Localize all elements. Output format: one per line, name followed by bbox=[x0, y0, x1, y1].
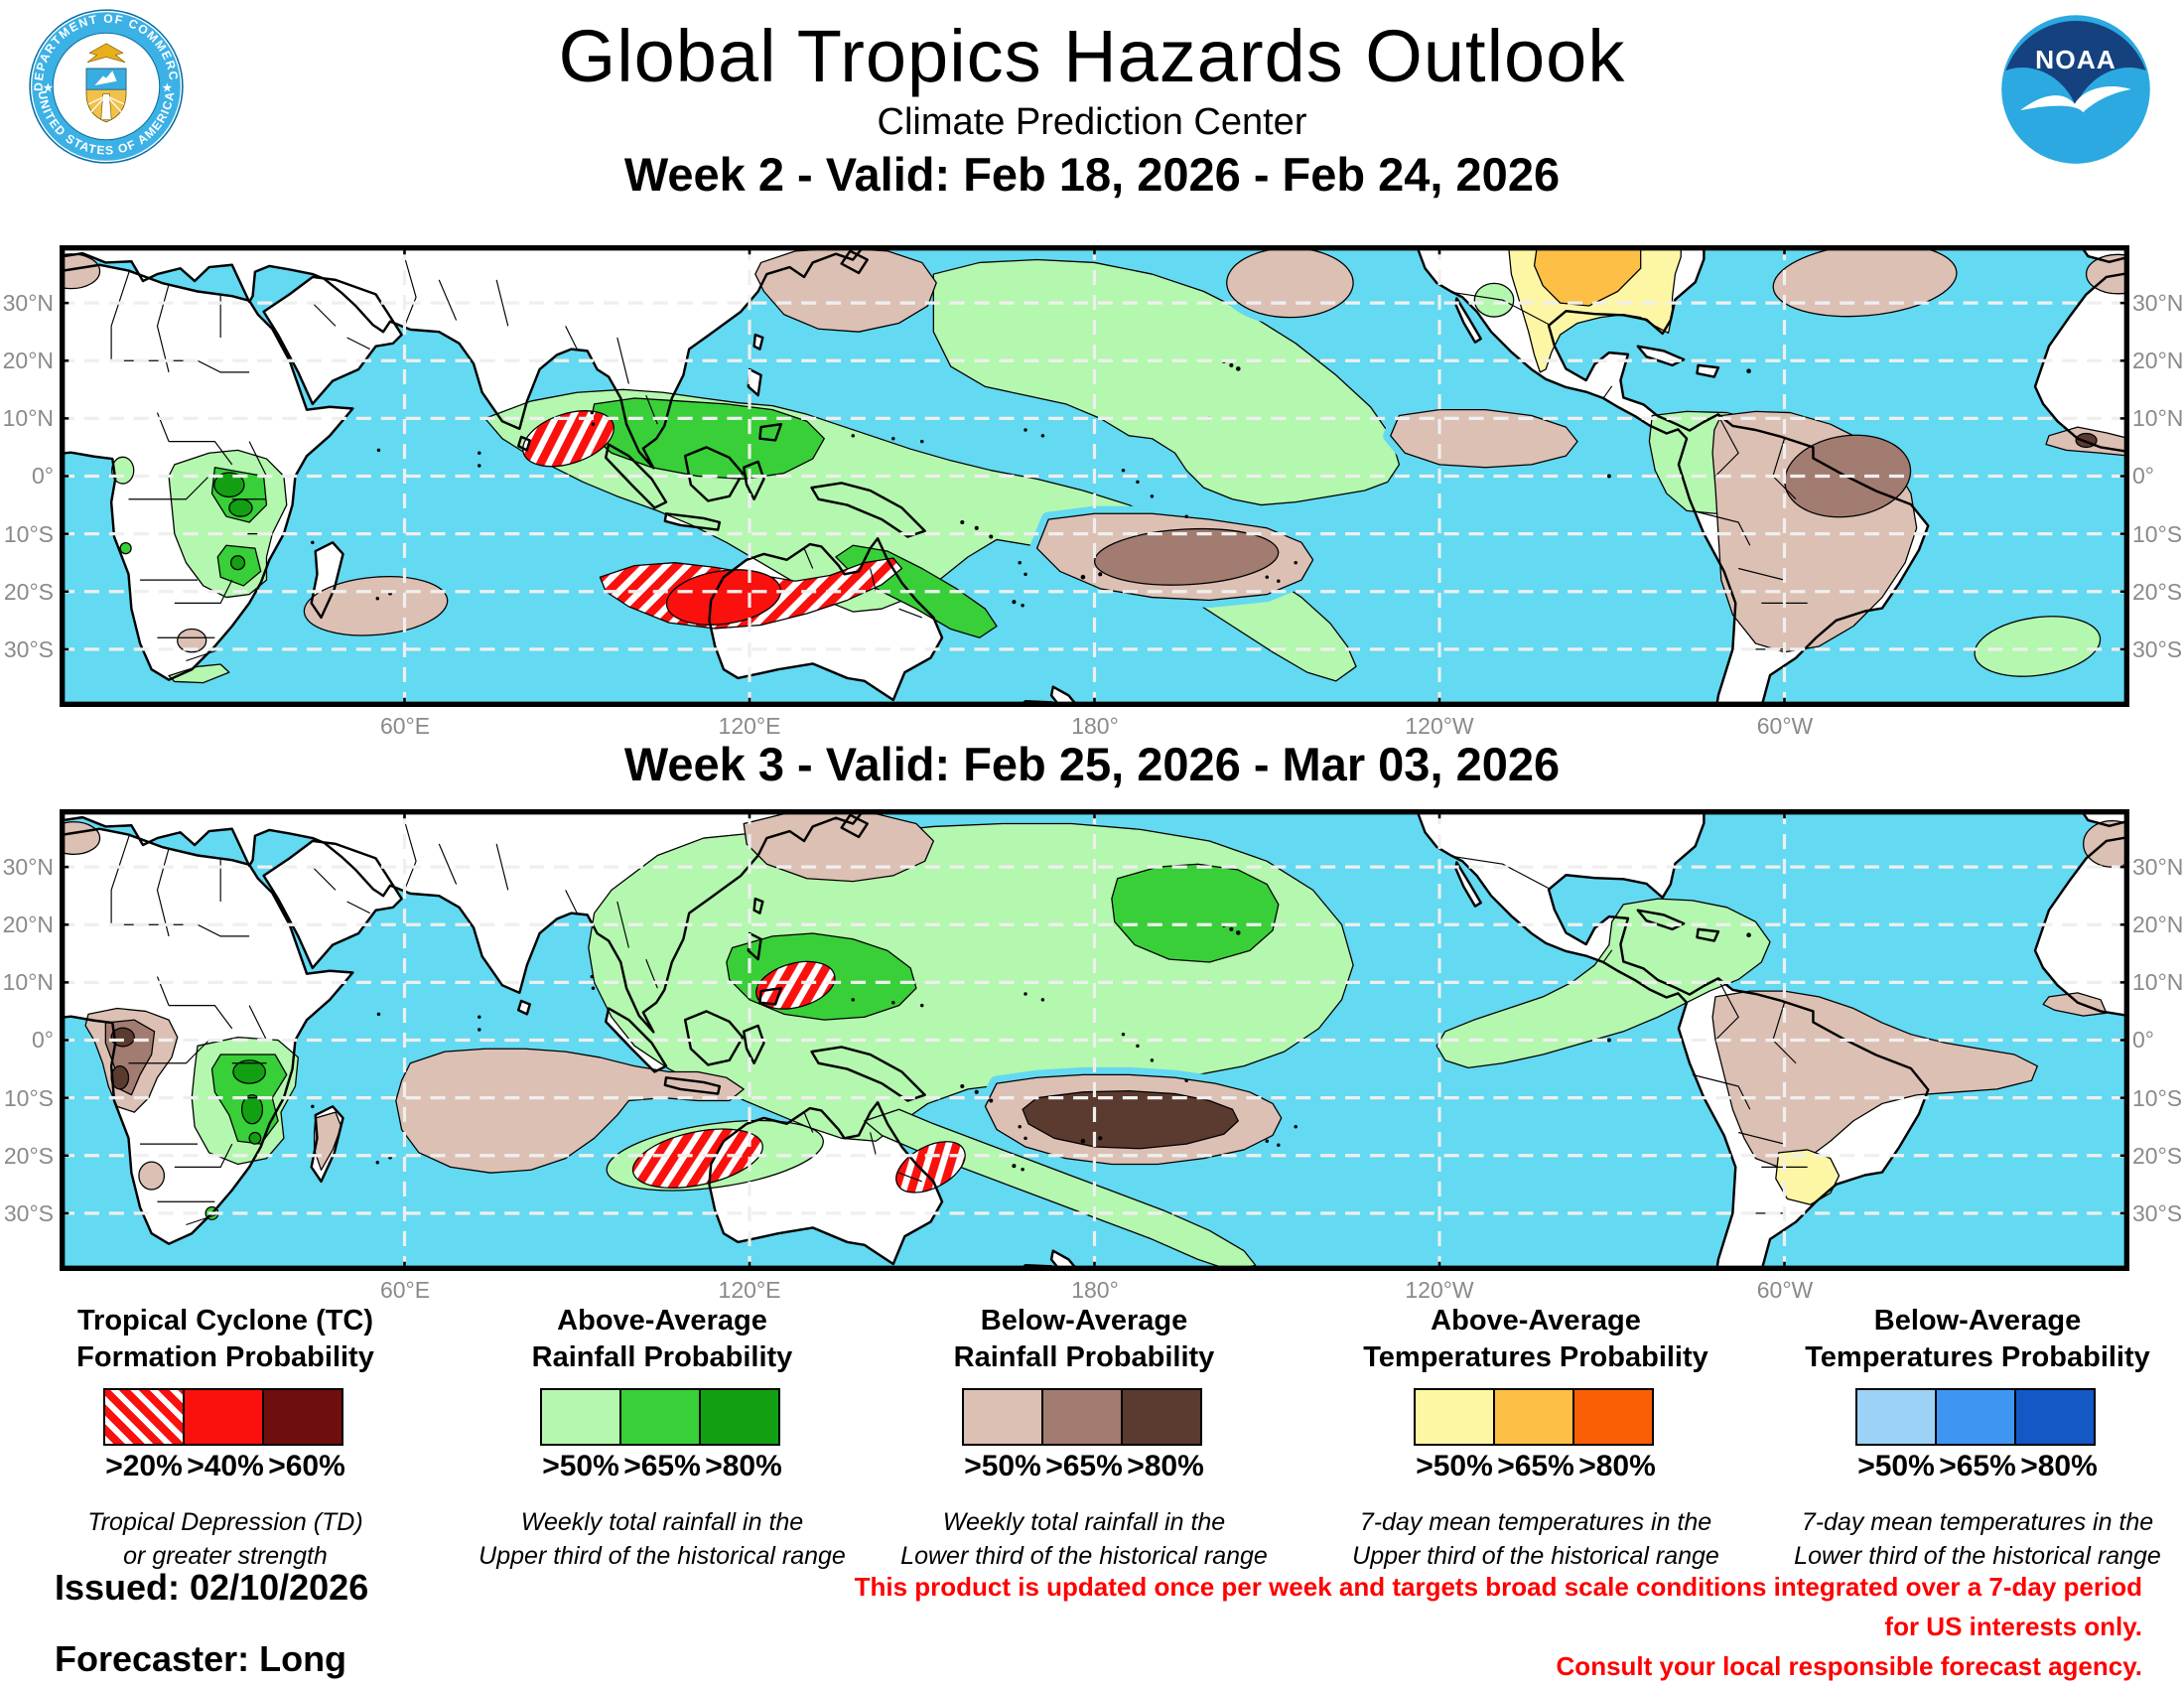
eagle-icon bbox=[86, 43, 126, 64]
department-of-commerce-seal: DEPARTMENT OF COMMERCE UNITED STATES OF … bbox=[23, 0, 185, 165]
issued-date: Issued: 02/10/2026 bbox=[55, 1567, 369, 1608]
legend-thresholds: >20% >40% >60% bbox=[105, 1450, 345, 1482]
legend-tc-formation: Tropical Cyclone (TC) Formation Probabili… bbox=[12, 1303, 439, 1573]
legend-title: Below-Average Temperatures Probability bbox=[1805, 1305, 2150, 1373]
disclaimer-text: This product is updated once per week an… bbox=[854, 1572, 2142, 1681]
forecaster-name: Forecaster: Long bbox=[55, 1638, 347, 1679]
seagull-icon bbox=[2020, 86, 2131, 113]
legend-description: Weekly total rainfall in the Lower third … bbox=[900, 1508, 1268, 1570]
swatch-rain-above-80 bbox=[699, 1388, 780, 1446]
week3-panel-title: Week 3 - Valid: Feb 25, 2026 - Mar 03, 2… bbox=[623, 738, 1561, 790]
swatch-temp-below-50 bbox=[1855, 1388, 1937, 1446]
page-subtitle: Climate Prediction Center bbox=[877, 101, 1307, 143]
swatch-temp-above-50 bbox=[1414, 1388, 1495, 1446]
swatch-rain-below-80 bbox=[1121, 1388, 1202, 1446]
swatch-tc-60 bbox=[262, 1388, 343, 1446]
legend-description: Tropical Depression (TD) or greater stren… bbox=[87, 1508, 363, 1570]
swatch-rain-above-50 bbox=[540, 1388, 621, 1446]
swatch-temp-above-80 bbox=[1572, 1388, 1654, 1446]
swatch-temp-below-80 bbox=[2014, 1388, 2096, 1446]
legend-thresholds: >50% >65% >80% bbox=[542, 1450, 782, 1482]
legend-description: 7-day mean temperatures in the Upper thir… bbox=[1352, 1508, 1719, 1570]
legend-above-average-temperatures: Above-Average Temperatures Probability >5… bbox=[1322, 1303, 1749, 1573]
legend-swatches bbox=[1855, 1388, 2100, 1446]
legend-title: Above-Average Temperatures Probability bbox=[1363, 1305, 1708, 1373]
week3-map bbox=[60, 809, 2129, 1271]
legend-title: Above-Average Rainfall Probability bbox=[531, 1305, 793, 1373]
swatch-rain-above-65 bbox=[619, 1388, 701, 1446]
legend-below-average-rainfall: Below-Average Rainfall Probability >50% >6… bbox=[871, 1303, 1297, 1573]
swatch-temp-below-65 bbox=[1935, 1388, 2016, 1446]
week2-map bbox=[60, 245, 2129, 707]
legend-title: Below-Average Rainfall Probability bbox=[953, 1305, 1215, 1373]
swatch-rain-below-65 bbox=[1041, 1388, 1123, 1446]
doc-seal-star-left: ★ bbox=[43, 80, 54, 94]
week2-panel-title: Week 2 - Valid: Feb 18, 2026 - Feb 24, 2… bbox=[623, 148, 1561, 201]
swatch-tc-20 bbox=[103, 1388, 185, 1446]
legend-title: Tropical Cyclone (TC) Formation Probabili… bbox=[76, 1305, 374, 1373]
swatch-tc-40 bbox=[183, 1388, 264, 1446]
legend-thresholds: >50% >65% >80% bbox=[1857, 1450, 2098, 1482]
legend-swatches bbox=[1414, 1388, 1658, 1446]
noaa-logo: NOAA bbox=[1997, 10, 2154, 167]
legend-below-average-temperatures: Below-Average Temperatures Probability >5… bbox=[1764, 1303, 2184, 1573]
legend-swatches bbox=[103, 1388, 347, 1446]
legend-swatches bbox=[962, 1388, 1206, 1446]
legend-swatches bbox=[540, 1388, 784, 1446]
legend-description: Weekly total rainfall in the Upper third … bbox=[478, 1508, 846, 1570]
legend-thresholds: >50% >65% >80% bbox=[964, 1450, 1204, 1482]
swatch-rain-below-50 bbox=[962, 1388, 1043, 1446]
legend-description: 7-day mean temperatures in the Lower thir… bbox=[1794, 1508, 2161, 1570]
swatch-temp-above-65 bbox=[1493, 1388, 1574, 1446]
legend-above-average-rainfall: Above-Average Rainfall Probability >50% >6… bbox=[449, 1303, 876, 1573]
shield-icon bbox=[85, 68, 127, 123]
page-title: Global Tropics Hazards Outlook bbox=[558, 15, 1626, 97]
legend-thresholds: >50% >65% >80% bbox=[1416, 1450, 1656, 1482]
noaa-logo-text: NOAA bbox=[2035, 45, 2116, 74]
doc-seal-star-right: ★ bbox=[162, 80, 173, 94]
